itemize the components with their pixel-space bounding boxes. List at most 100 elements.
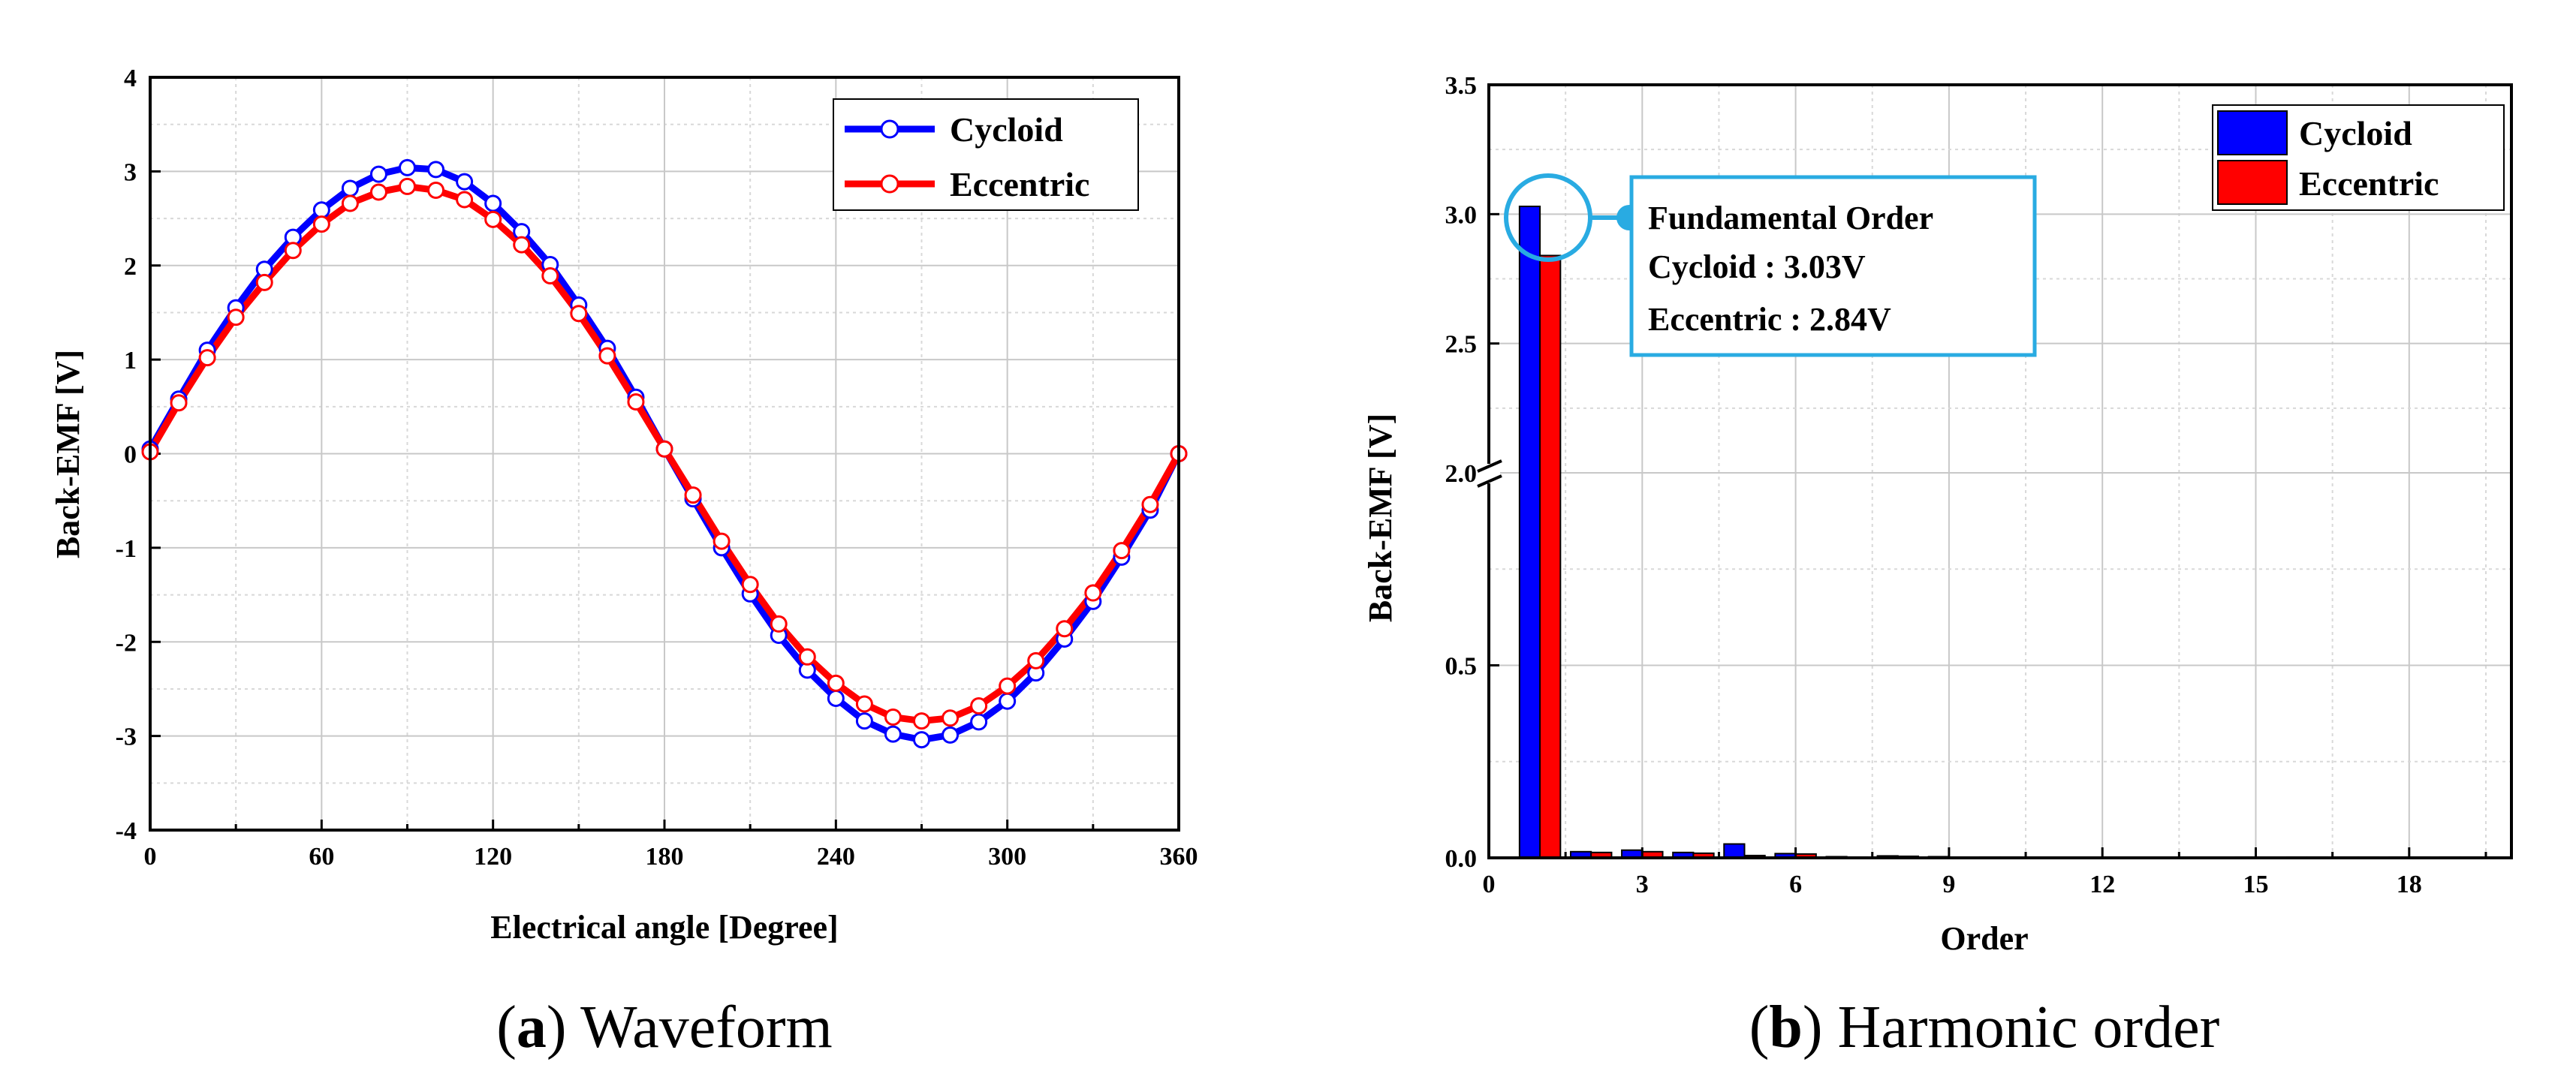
point-eccentric (1113, 542, 1131, 560)
point-eccentric (456, 191, 474, 209)
series-a (141, 158, 1188, 749)
point-cycloid (484, 194, 502, 212)
legend-label-cycloid-a: Cycloid (950, 110, 1063, 149)
bar-cycloid (1723, 843, 1746, 859)
point-eccentric (627, 393, 645, 411)
point-eccentric (255, 273, 273, 291)
y-tick-label-a: -1 (116, 535, 137, 563)
legend-marker-eccentric-a (880, 174, 899, 194)
panel-b-harmonic-chart: 0 3 6 9 12 15 18 0.0 0.5 2.0 2.5 3.0 3.5 Order Back… (1362, 72, 2513, 957)
bar-cycloid (1518, 205, 1541, 859)
x-axis-label-b: Order (1940, 920, 2028, 957)
point-eccentric (999, 677, 1017, 695)
point-cycloid (827, 689, 845, 707)
x-tick-label-a: 180 (646, 843, 684, 871)
point-eccentric (427, 181, 445, 199)
y-tick-label-a: 4 (124, 65, 137, 92)
point-cycloid (970, 713, 988, 731)
fundamental-annotation: Fundamental Order Cycloid : 3.03V Eccent… (1504, 173, 2037, 357)
point-eccentric (884, 708, 902, 727)
x-tick-label-a: 60 (309, 843, 334, 871)
annotation-cycloid: Cycloid : 3.03V (1648, 248, 1866, 285)
point-eccentric (713, 532, 731, 550)
panel-a-waveform-chart: 0 60 120 180 240 300 360 -4 -3 -2 -1 0 1 2 3 4 Electri… (50, 65, 1198, 946)
legend-swatch-cycloid-b (2217, 110, 2288, 155)
legend-marker-cycloid-a (880, 119, 899, 139)
annotation-box (1629, 175, 2037, 357)
legend-label-cycloid-b: Cycloid (2299, 114, 2412, 152)
point-eccentric (541, 267, 559, 285)
y-axis-label-a: Back-EMF [V] (50, 350, 86, 558)
y-tick-label-a: -2 (116, 629, 137, 657)
x-tick-label-b: 18 (2397, 871, 2422, 898)
x-tick-label-a: 240 (817, 843, 855, 871)
point-eccentric (227, 308, 245, 326)
point-eccentric (341, 194, 359, 212)
point-eccentric (369, 183, 387, 201)
x-tick-label-b: 0 (1483, 871, 1496, 898)
axis-break-mark-lower (1477, 474, 1502, 488)
point-eccentric (827, 674, 845, 692)
point-eccentric (1084, 584, 1102, 602)
x-tick-label-b: 3 (1636, 871, 1649, 898)
caption-b: (b) Harmonic order (1749, 994, 2219, 1060)
point-cycloid (427, 161, 445, 179)
point-eccentric (284, 242, 302, 260)
y-tick-label-b: 3.0 (1445, 201, 1478, 229)
caption-a-text: Waveform (580, 994, 833, 1060)
y-tick-label-a: 0 (124, 441, 137, 469)
legend-frame-a (833, 98, 1139, 211)
point-eccentric (312, 215, 330, 233)
x-tick-label-b: 15 (2243, 871, 2269, 898)
annotation-title: Fundamental Order (1648, 200, 1933, 236)
point-eccentric (399, 177, 416, 195)
legend-swatch-eccentric-b (2217, 160, 2288, 205)
y-tick-label-a: -4 (116, 817, 137, 845)
plot-frame-a (149, 76, 1180, 832)
legend-label-eccentric-b: Eccentric (2299, 164, 2439, 203)
y-tick-label-b: 0.5 (1445, 653, 1478, 681)
caption-a-letter: a (517, 994, 547, 1060)
point-cycloid (942, 726, 960, 744)
point-eccentric (942, 709, 960, 727)
x-tick-labels-a: 0 60 120 180 240 300 360 (144, 843, 1198, 871)
y-tick-label-a: 1 (124, 347, 137, 375)
bar-eccentric (1539, 254, 1562, 859)
caption-b-text: Harmonic order (1838, 994, 2220, 1060)
y-tick-label-b: 0.0 (1445, 845, 1478, 873)
y-axis-label-b: Back-EMF [V] (1362, 414, 1399, 622)
point-cycloid (341, 179, 359, 197)
bars-b (1518, 205, 2482, 859)
x-tick-label-a: 300 (988, 843, 1026, 871)
point-eccentric (1027, 651, 1045, 669)
point-eccentric (855, 695, 873, 713)
legend-b: Cycloid Eccentric (2212, 104, 2505, 211)
x-tick-label-a: 120 (474, 843, 512, 871)
annotation-eccentric: Eccentric : 2.84V (1648, 301, 1891, 338)
annotation-highlight-circle (1504, 173, 1592, 262)
point-cycloid (369, 165, 387, 183)
y-tick-label-b: 2.5 (1445, 331, 1478, 359)
y-tick-label-a: -3 (116, 724, 137, 751)
point-eccentric (970, 697, 988, 715)
legend-label-eccentric-a: Eccentric (950, 165, 1089, 203)
x-tick-labels-b: 0 3 6 9 12 15 18 (1483, 871, 2422, 898)
point-cycloid (855, 712, 873, 730)
point-cycloid (913, 731, 930, 749)
point-eccentric (570, 305, 588, 323)
point-eccentric (484, 210, 502, 228)
y-tick-label-a: 3 (124, 158, 137, 186)
point-cycloid (884, 725, 902, 743)
point-eccentric (170, 394, 188, 412)
y-tick-label-b: 3.5 (1445, 72, 1478, 100)
y-tick-label-b: 2.0 (1445, 460, 1478, 488)
point-eccentric (598, 347, 616, 365)
y-tick-label-a: 2 (124, 253, 137, 281)
point-eccentric (1056, 620, 1074, 638)
axis-break (1477, 459, 1502, 488)
point-eccentric (1141, 495, 1159, 513)
y-tick-labels-b: 0.0 0.5 2.0 2.5 3.0 3.5 (1445, 72, 1478, 873)
point-eccentric (741, 576, 759, 594)
point-cycloid (312, 201, 330, 219)
